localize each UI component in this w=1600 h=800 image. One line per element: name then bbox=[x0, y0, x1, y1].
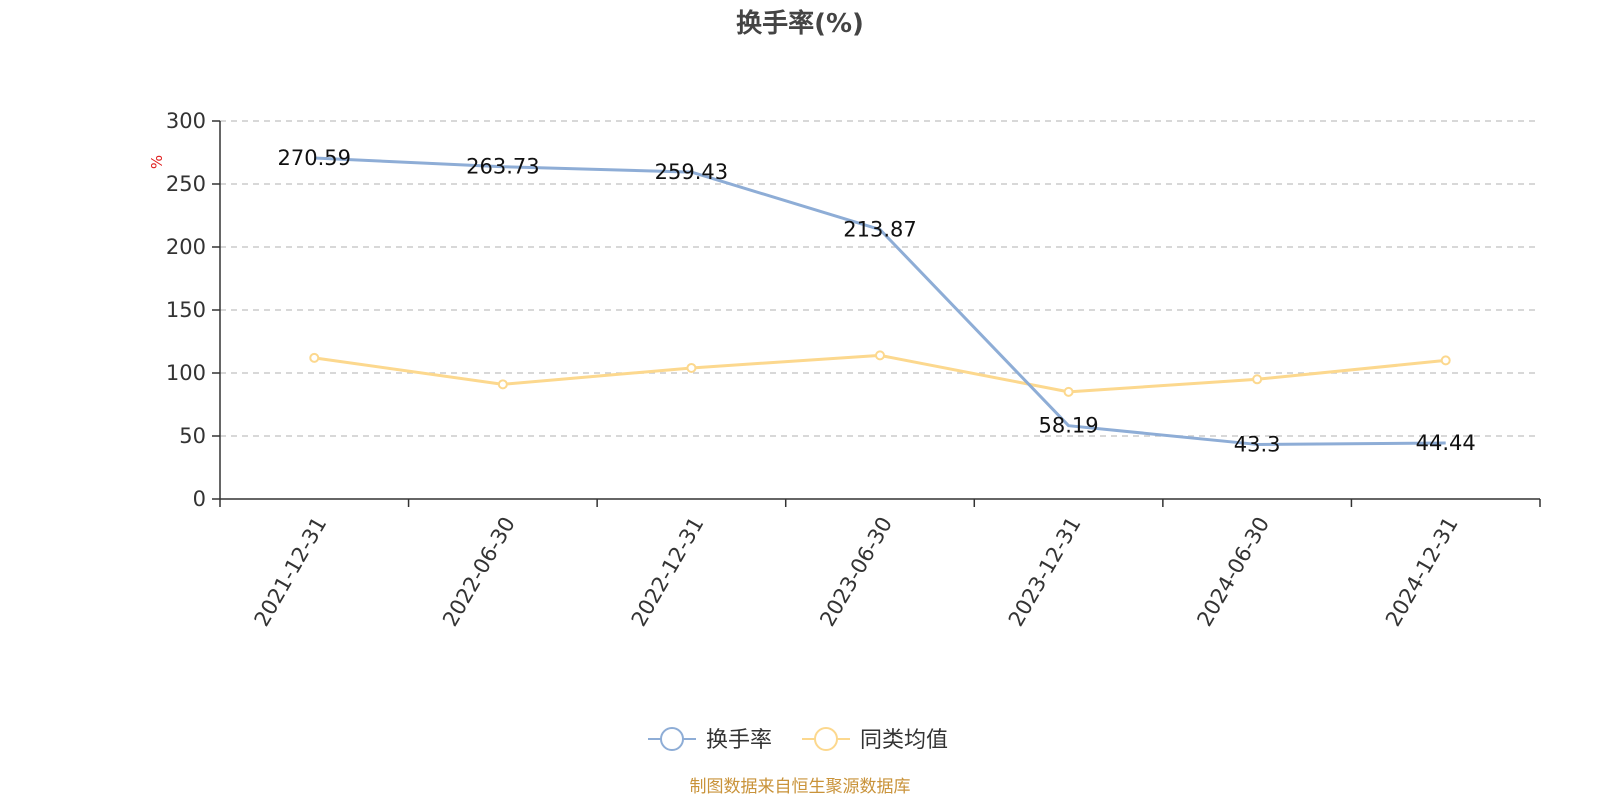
x-tick-label: 2022-06-30 bbox=[438, 513, 520, 631]
y-tick-label: 50 bbox=[179, 424, 206, 448]
chart-title: 换手率(%) bbox=[736, 8, 864, 39]
y-tick-label: 0 bbox=[193, 487, 206, 511]
x-tick-label: 2024-12-31 bbox=[1381, 513, 1463, 631]
series-point-1[interactable] bbox=[686, 362, 697, 373]
x-tick-label: 2024-06-30 bbox=[1192, 513, 1274, 631]
legend-label-peer-average: 同类均值 bbox=[860, 728, 948, 753]
series-point-1[interactable] bbox=[1252, 374, 1263, 385]
y-tick-label: 250 bbox=[166, 172, 206, 196]
data-label: 213.87 bbox=[843, 218, 916, 242]
series-lines bbox=[309, 156, 1451, 446]
y-tick-label: 100 bbox=[166, 361, 206, 385]
legend-marker-circle bbox=[814, 727, 838, 751]
axes: 0 50 100 150 200 250 300 2021-12-31 2022-06-30 20… bbox=[166, 109, 1541, 631]
y-tick-label: 300 bbox=[166, 109, 206, 133]
series-point-1[interactable] bbox=[497, 379, 508, 390]
gridlines bbox=[220, 120, 1540, 437]
series-line-0 bbox=[314, 156, 1446, 446]
data-label: 43.3 bbox=[1234, 432, 1281, 456]
x-tick-label: 2022-12-31 bbox=[627, 513, 709, 631]
data-label: 259.43 bbox=[655, 160, 728, 184]
data-label: 58.19 bbox=[1039, 414, 1099, 438]
series-point-1[interactable] bbox=[1063, 386, 1074, 397]
series-point-1[interactable] bbox=[1440, 355, 1451, 366]
data-label: 263.73 bbox=[466, 155, 539, 179]
y-axis-unit-label: % bbox=[148, 155, 166, 169]
data-label: 270.59 bbox=[278, 146, 351, 170]
data-label: 44.44 bbox=[1416, 431, 1476, 455]
data-source-note: 制图数据来自恒生聚源数据库 bbox=[690, 777, 911, 797]
y-tick-label: 150 bbox=[166, 298, 206, 322]
series-point-1[interactable] bbox=[309, 352, 320, 363]
x-tick-label: 2021-12-31 bbox=[250, 513, 332, 631]
legend: 换手率 同类均值 bbox=[648, 727, 948, 753]
legend-marker-circle bbox=[660, 727, 684, 751]
x-tick-label: 2023-12-31 bbox=[1004, 513, 1086, 631]
legend-item-peer-average[interactable]: 同类均值 bbox=[802, 727, 948, 753]
legend-label-turnover: 换手率 bbox=[706, 728, 772, 753]
x-tick-label: 2023-06-30 bbox=[815, 513, 897, 631]
y-tick-label: 200 bbox=[166, 235, 206, 259]
data-labels: 270.59 263.73 259.43 213.87 58.19 43.3 44.44 bbox=[278, 146, 1476, 456]
series-point-1[interactable] bbox=[875, 350, 885, 361]
legend-item-turnover[interactable]: 换手率 bbox=[648, 727, 772, 753]
